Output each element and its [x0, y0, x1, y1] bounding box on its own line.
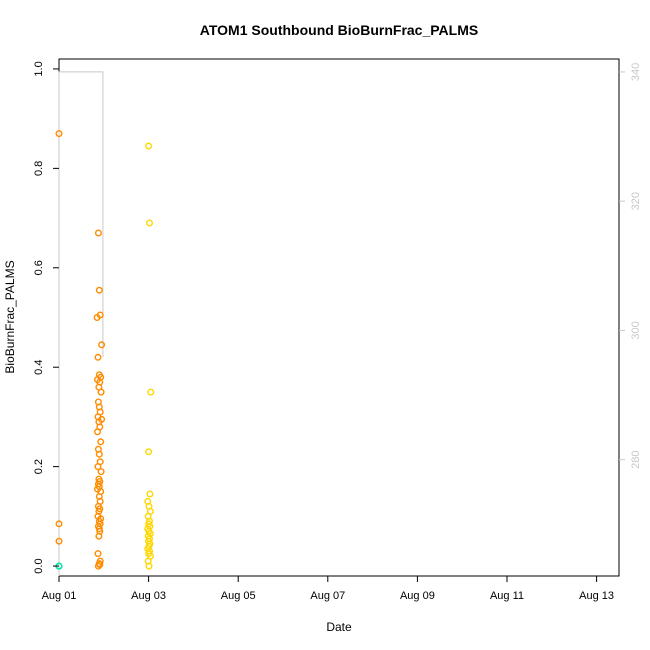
x-tick-label-4: Aug 09 [400, 590, 435, 602]
altitude-line-layer [58, 71, 104, 576]
data-point-1-25 [97, 468, 105, 476]
data-point-1-49 [96, 561, 104, 569]
chart-title: ATOM1 Southbound BioBurnFrac_PALMS [200, 22, 478, 38]
data-point-1-48 [94, 562, 102, 570]
altitude-line [58, 71, 104, 576]
x-axis-label: Date [326, 620, 352, 634]
y-axis-label: BioBurnFrac_PALMS [3, 260, 17, 373]
y-tick-label-4: 0.8 [33, 161, 45, 176]
points-layer [55, 130, 155, 570]
data-point-1-20 [97, 438, 105, 446]
y-axis: 0.0 0.2 0.4 0.6 0.8 1.0 [33, 61, 59, 574]
x-tick-label-0: Aug 01 [42, 590, 77, 602]
y-tick-label-5: 1.0 [33, 61, 45, 76]
data-point-2-0 [145, 142, 153, 150]
y2-tick-label-2: 320 [630, 192, 642, 210]
data-point-1-22 [95, 450, 103, 458]
x-tick-label-3: Aug 07 [310, 590, 345, 602]
data-point-1-45 [94, 550, 102, 558]
y-tick-label-1: 0.2 [33, 459, 45, 474]
x-tick-label-1: Aug 03 [131, 590, 166, 602]
x-tick-label-2: Aug 05 [221, 590, 256, 602]
x-tick-label-6: Aug 13 [579, 590, 614, 602]
data-point-2-25 [145, 562, 153, 570]
data-point-1-0 [94, 229, 102, 237]
data-point-2-3 [145, 448, 153, 456]
y-tick-label-3: 0.6 [33, 260, 45, 275]
data-point-1-44 [95, 532, 103, 540]
data-point-0-0 [55, 130, 63, 138]
data-point-1-4 [98, 341, 106, 349]
x-axis: Aug 01 Aug 03 Aug 05 Aug 07 Aug 09 Aug 11 Aug … [42, 576, 614, 602]
data-point-2-2 [147, 388, 155, 396]
data-point-0-1 [55, 520, 63, 528]
y-tick-label-2: 0.4 [33, 360, 45, 375]
y2-axis: 280 300 320 340 [619, 63, 642, 469]
y-tick-label-0: 0.0 [33, 558, 45, 573]
data-point-2-4 [146, 490, 154, 498]
data-point-1-3 [93, 314, 101, 322]
data-point-2-1 [145, 219, 153, 227]
y2-tick-label-1: 300 [630, 321, 642, 339]
data-point-1-11 [97, 388, 105, 396]
data-point-1-19 [93, 428, 101, 436]
data-point-0-2 [55, 537, 63, 545]
data-point-1-1 [95, 286, 103, 294]
y2-tick-label-3: 340 [630, 63, 642, 81]
y2-tick-label-0: 280 [630, 450, 642, 468]
x-tick-label-5: Aug 11 [490, 590, 524, 602]
data-point-1-24 [94, 463, 102, 471]
plot-frame [58, 58, 620, 577]
data-point-1-5 [94, 353, 102, 361]
